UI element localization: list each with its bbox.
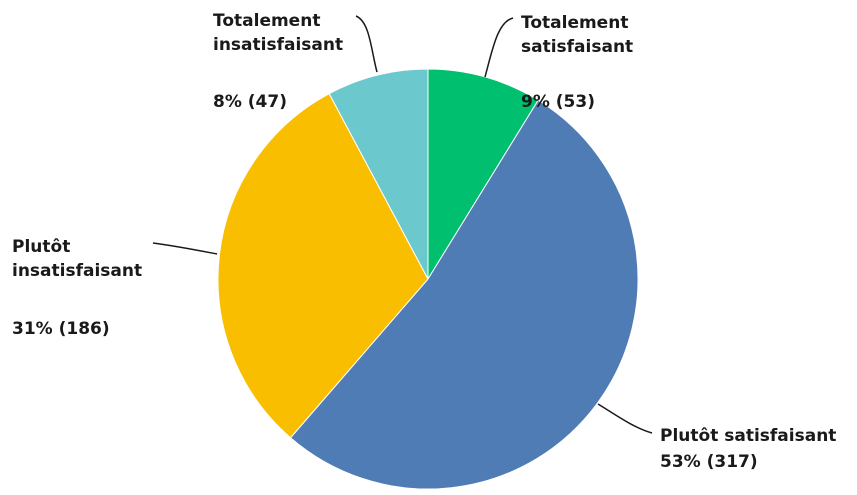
slice-label-plutot-insatisfaisant: Plutôt insatisfaisant: [12, 237, 142, 281]
label-line: insatisfaisant: [213, 35, 343, 55]
slice-label-plutot-satisfaisant: Plutôt satisfaisant: [660, 426, 836, 446]
slice-plutot-satisfaisant: [289, 99, 639, 490]
slice-plutot-insatisfaisant: [217, 93, 429, 439]
leader-lines: [152, 15, 653, 434]
label-line: Plutôt: [12, 237, 70, 257]
slice-value-plutot-satisfaisant: 53% (317): [660, 452, 758, 472]
slice-value-totalement-insatisfaisant: 8% (47): [213, 92, 287, 112]
slice-label-totalement-satisfaisant: Totalement satisfaisant: [521, 13, 634, 57]
leader-line-totalement-satisfaisant: [484, 17, 514, 78]
label-line: Totalement: [213, 11, 320, 31]
leader-line-plutot-insatisfaisant: [152, 242, 218, 255]
slice-value-totalement-satisfaisant: 9% (53): [521, 92, 595, 112]
label-line: insatisfaisant: [12, 261, 142, 281]
label-line: satisfaisant: [521, 37, 633, 57]
leader-line-totalement-insatisfaisant: [355, 15, 378, 73]
pie-slices: [217, 68, 639, 490]
label-line: Totalement: [521, 13, 628, 33]
slice-totalement-insatisfaisant: [328, 68, 429, 280]
slice-label-totalement-insatisfaisant: Totalement insatisfaisant: [213, 11, 343, 55]
leader-line-plutot-satisfaisant: [597, 403, 653, 434]
slice-value-plutot-insatisfaisant: 31% (186): [12, 319, 110, 339]
